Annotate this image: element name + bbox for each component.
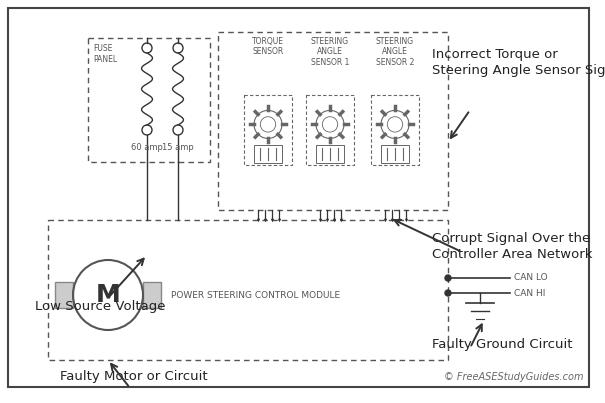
Bar <box>306 95 354 165</box>
Bar <box>244 95 292 165</box>
Text: 60 amp: 60 amp <box>131 143 163 152</box>
Circle shape <box>445 275 451 281</box>
Text: Low Source Voltage: Low Source Voltage <box>35 259 166 313</box>
Bar <box>371 95 419 165</box>
Text: Faulty Ground Circuit: Faulty Ground Circuit <box>432 338 572 351</box>
Text: FUSE
PANEL: FUSE PANEL <box>93 44 117 64</box>
Bar <box>254 145 282 163</box>
Text: 15 amp: 15 amp <box>162 143 194 152</box>
Text: CAN HI: CAN HI <box>514 289 545 297</box>
Text: STEERING
ANGLE
SENSOR 2: STEERING ANGLE SENSOR 2 <box>376 37 414 67</box>
Text: Corrupt Signal Over the
Controller Area Network: Corrupt Signal Over the Controller Area … <box>432 232 592 261</box>
Text: TORQUE
SENSOR: TORQUE SENSOR <box>252 37 284 56</box>
Text: M: M <box>96 283 120 307</box>
Text: CAN LO: CAN LO <box>514 274 548 283</box>
Circle shape <box>445 290 451 296</box>
Text: © FreeASEStudyGuides.com: © FreeASEStudyGuides.com <box>445 372 584 382</box>
Bar <box>143 282 161 308</box>
Text: Incorrect Torque or
Steering Angle Sensor Signal: Incorrect Torque or Steering Angle Senso… <box>432 48 605 77</box>
Bar <box>55 282 73 308</box>
Bar <box>88 38 210 162</box>
Bar <box>218 32 448 210</box>
Text: Faulty Motor or Circuit: Faulty Motor or Circuit <box>60 370 208 383</box>
Bar <box>48 220 448 360</box>
Text: STEERING
ANGLE
SENSOR 1: STEERING ANGLE SENSOR 1 <box>311 37 349 67</box>
Text: POWER STEERING CONTROL MODULE: POWER STEERING CONTROL MODULE <box>171 291 340 299</box>
Bar <box>381 145 409 163</box>
Bar <box>316 145 344 163</box>
